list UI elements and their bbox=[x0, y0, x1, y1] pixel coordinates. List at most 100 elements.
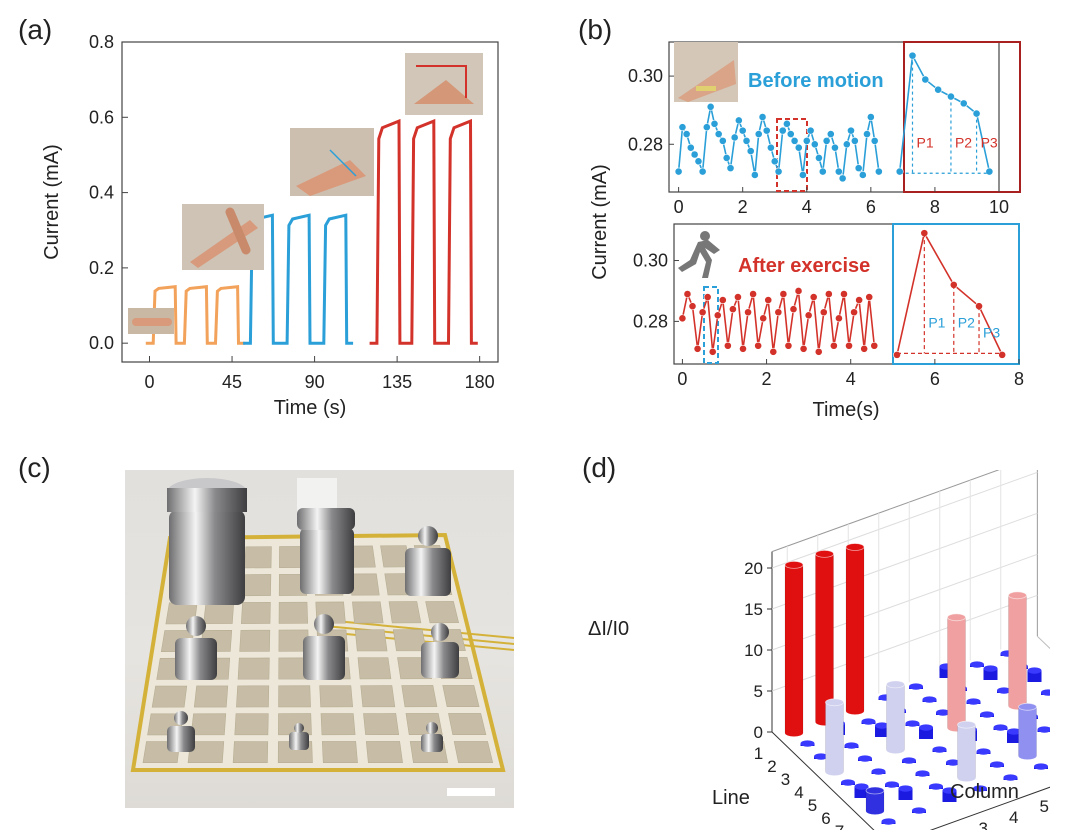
b-point-before-zoom bbox=[934, 85, 943, 94]
b-point-after-zoom bbox=[893, 350, 901, 359]
b-point-before bbox=[774, 167, 783, 176]
sensor-tile bbox=[236, 685, 270, 708]
d-ztick-label: 5 bbox=[754, 682, 763, 701]
b-point-after bbox=[754, 341, 763, 350]
d-gridline bbox=[771, 471, 1038, 569]
scale-bar bbox=[447, 788, 495, 796]
d-floor-cap bbox=[854, 783, 869, 790]
d-bar bbox=[815, 553, 834, 723]
chart-b-top-frame bbox=[668, 41, 1000, 193]
b-point-after bbox=[713, 311, 722, 320]
d-bar-cap bbox=[815, 550, 834, 558]
b-point-after bbox=[723, 341, 732, 350]
sensor-tile bbox=[278, 601, 309, 624]
b-point-before bbox=[722, 154, 731, 162]
chart-a-ylabel: Current (mA) bbox=[41, 144, 63, 260]
b-point-before bbox=[847, 126, 855, 135]
d-floor-cap bbox=[993, 724, 1008, 731]
running-icon bbox=[678, 231, 720, 278]
b-point-after bbox=[769, 347, 778, 356]
sensor-tile bbox=[354, 629, 388, 652]
b-point-after bbox=[683, 290, 692, 298]
sensor-tile bbox=[237, 657, 270, 680]
weight-small-1 bbox=[405, 526, 451, 596]
b-point-before bbox=[790, 136, 799, 145]
sensor-tile bbox=[349, 573, 380, 596]
chart-a-frame bbox=[121, 41, 499, 363]
b-point-after bbox=[860, 344, 869, 353]
panel-label-c: (c) bbox=[18, 452, 51, 483]
b-point-after bbox=[865, 293, 874, 301]
sensor-tile bbox=[239, 629, 271, 652]
d-gridline bbox=[771, 594, 1038, 692]
sensor-tile bbox=[363, 713, 400, 736]
d-column-tick-label: 4 bbox=[1009, 808, 1018, 827]
sensor-tile bbox=[240, 601, 271, 624]
sensor-array-illustration bbox=[130, 478, 514, 796]
b-point-before bbox=[822, 136, 831, 145]
d-floor-cap bbox=[800, 740, 815, 747]
b-point-before bbox=[838, 174, 847, 183]
b-point-before bbox=[831, 143, 839, 152]
d-floor-cap bbox=[973, 785, 987, 792]
sensor-tile bbox=[321, 741, 358, 763]
b-point-before bbox=[714, 130, 723, 138]
d-ztick-label: 15 bbox=[744, 600, 763, 619]
b-point-before bbox=[710, 119, 719, 128]
sensor-tile bbox=[244, 546, 272, 569]
finger-photo-1 bbox=[128, 308, 174, 334]
weight-small-2 bbox=[175, 616, 217, 680]
sensor-tile bbox=[405, 713, 443, 736]
weight-tiny-1 bbox=[167, 711, 195, 752]
a-xtick-label: 90 bbox=[305, 372, 325, 392]
b-point-before bbox=[826, 130, 835, 138]
d-bar-cap bbox=[825, 698, 844, 707]
after-exercise-title: After exercise bbox=[738, 255, 870, 277]
sensor-tile bbox=[365, 741, 403, 763]
chart-b-ylabel-svg: Current (mA) bbox=[589, 164, 611, 280]
sensor-array-photo bbox=[125, 470, 514, 808]
b-point-before bbox=[746, 147, 755, 155]
b-point-after bbox=[703, 293, 712, 301]
chart-d-zlabel: ΔI/I0 bbox=[588, 618, 629, 640]
b-point-after bbox=[764, 296, 773, 304]
d-line-tick-label: 2 bbox=[767, 757, 776, 776]
a-series-bend-small bbox=[145, 285, 245, 345]
sensor-tile bbox=[388, 601, 422, 624]
before-motion-title: Before motion bbox=[748, 70, 884, 92]
b-point-after bbox=[870, 341, 879, 350]
b-point-before bbox=[726, 164, 735, 173]
b-point-after bbox=[819, 308, 828, 317]
sensor-tile bbox=[357, 657, 392, 680]
finger-photo-2 bbox=[182, 204, 264, 270]
d-floor-cap bbox=[990, 761, 1004, 768]
b-point-before bbox=[754, 130, 763, 138]
b-point-before bbox=[874, 167, 883, 176]
d-floor-cap bbox=[902, 757, 916, 764]
d-floor-cap bbox=[1034, 763, 1048, 770]
bt-ytick-label: 0.30 bbox=[628, 66, 663, 86]
d-bar bbox=[845, 546, 865, 712]
b-point-after bbox=[678, 314, 687, 323]
d-gridline bbox=[771, 553, 1038, 651]
b-point-after bbox=[734, 293, 742, 301]
sensor-tile bbox=[278, 713, 312, 736]
b-point-before bbox=[778, 126, 787, 135]
d-bar bbox=[825, 702, 844, 773]
d-ztick-label: 0 bbox=[754, 723, 763, 742]
b-point-after bbox=[794, 287, 803, 295]
d-floor-cap bbox=[997, 687, 1011, 694]
sensor-tile bbox=[442, 685, 480, 707]
d-floor-cap bbox=[970, 661, 984, 668]
finger-photo-4 bbox=[405, 53, 483, 115]
b-point-after bbox=[799, 344, 808, 353]
weight-medium bbox=[297, 508, 355, 594]
d-bar bbox=[947, 617, 966, 729]
bb-annot-label: P1 bbox=[928, 314, 945, 330]
b-point-after bbox=[779, 290, 788, 298]
d-floor-cap bbox=[844, 742, 859, 749]
b-point-before bbox=[686, 143, 695, 152]
wrist-photo bbox=[674, 42, 738, 102]
d-floor-cap bbox=[983, 665, 998, 672]
b-point-before bbox=[870, 136, 879, 145]
